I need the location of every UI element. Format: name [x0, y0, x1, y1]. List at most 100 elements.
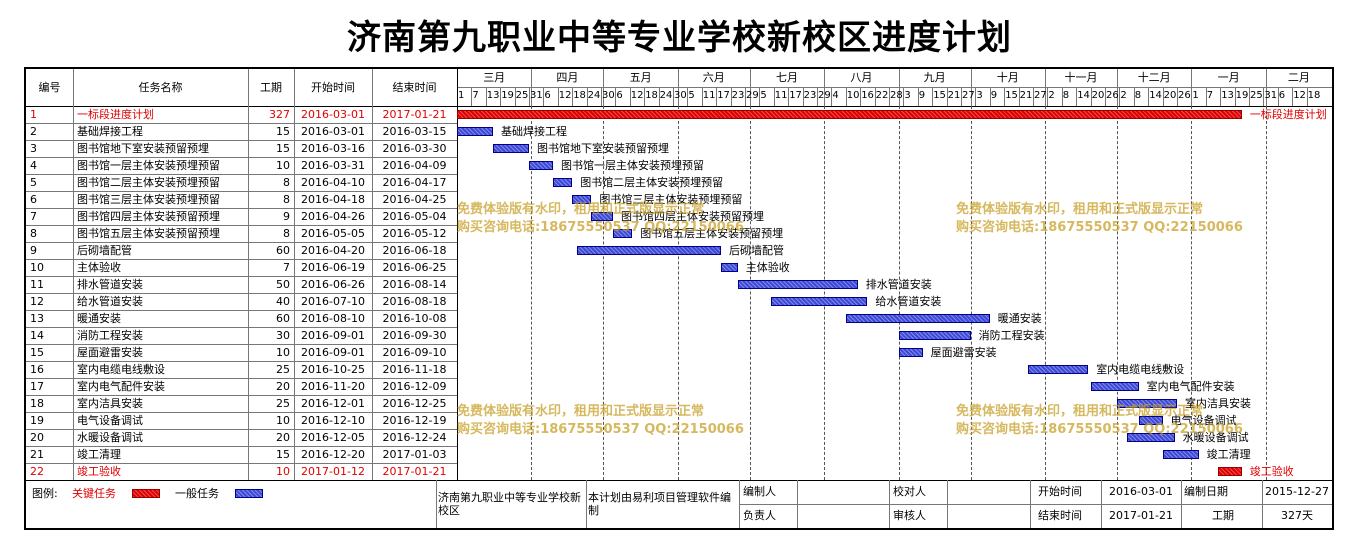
task-bar[interactable]	[591, 212, 613, 221]
task-bar[interactable]	[1138, 416, 1163, 425]
task-bar-label: 主体验收	[745, 261, 790, 274]
task-duration: 20	[276, 380, 290, 393]
day-label: 29	[818, 90, 831, 101]
day-label: 29	[746, 90, 759, 101]
day-label: 2	[1048, 90, 1055, 101]
task-name: 屋面避雷安装	[77, 346, 143, 359]
task-bar-label: 暖通安装	[997, 312, 1042, 325]
task-bar[interactable]	[493, 144, 529, 153]
task-start: 2016-07-10	[301, 295, 365, 308]
row-divider	[26, 276, 457, 277]
task-bar[interactable]	[1117, 399, 1177, 408]
task-bar-label: 室内电气配件安装	[1146, 380, 1235, 393]
day-label: 3	[904, 90, 911, 101]
day-label: 26	[1178, 90, 1191, 101]
day-divider	[802, 87, 804, 106]
task-bar[interactable]	[898, 348, 923, 357]
task-duration: 10	[276, 414, 290, 427]
month-label: 十月	[996, 71, 1019, 84]
day-divider	[1090, 87, 1092, 106]
task-name: 图书馆一层主体安装预埋预留	[77, 159, 220, 172]
day-label: 22	[875, 90, 889, 101]
task-bar[interactable]	[898, 331, 971, 340]
row-divider	[26, 157, 457, 158]
task-bar-label: 基础焊接工程	[501, 125, 567, 138]
task-bar[interactable]	[572, 195, 592, 204]
row-divider	[26, 208, 457, 209]
row-divider	[26, 242, 457, 243]
day-divider	[485, 87, 487, 106]
task-bar-label: 图书馆地下室安装预留预埋	[537, 142, 669, 155]
gantt-frame: 编号 任务名称 工期 开始时间 结束时间 三月 四月 五月 六月 七月 八月 九月 十月 十一月 十二月 一月…	[24, 67, 1334, 530]
task-id: 20	[30, 431, 44, 444]
task-bar[interactable]	[1217, 467, 1242, 476]
task-end: 2017-01-03	[382, 448, 447, 461]
legend-critical-label: 关键任务	[72, 487, 116, 500]
watermark-line1: 免费体验版有水印，租用和正式版显示正常	[457, 202, 705, 217]
day-divider	[500, 87, 502, 106]
task-id: 11	[30, 278, 44, 291]
task-start: 2016-12-20	[301, 448, 365, 461]
task-name: 基础焊接工程	[77, 125, 143, 138]
watermark-line2: 购买咨询电话:18675550537 QQ:22150066	[956, 220, 1243, 235]
day-divider	[716, 87, 718, 106]
watermark-line1: 免费体验版有水印，租用和正式版显示正常	[956, 404, 1204, 419]
day-divider	[788, 87, 790, 106]
task-bar[interactable]	[1090, 382, 1139, 391]
task-id: 5	[30, 176, 37, 189]
task-bar[interactable]	[1028, 365, 1089, 374]
task-duration: 15	[276, 125, 290, 138]
day-label: 15	[933, 90, 946, 101]
day-divider	[1133, 87, 1135, 106]
task-bar[interactable]	[457, 127, 493, 136]
task-bar[interactable]	[613, 229, 633, 238]
day-divider	[1234, 87, 1236, 106]
month-gridline	[970, 106, 972, 480]
task-end: 2016-03-15	[382, 125, 447, 138]
task-bar[interactable]	[1126, 433, 1175, 442]
task-bar[interactable]	[1162, 450, 1199, 459]
row-divider	[26, 344, 457, 345]
task-start: 2016-12-05	[301, 431, 365, 444]
task-name: 室内电气配件安装	[77, 380, 165, 393]
task-bar-label: 竣工验收	[1249, 465, 1294, 478]
task-bar[interactable]	[845, 314, 990, 323]
task-end: 2016-08-14	[382, 278, 447, 291]
task-start: 2016-03-16	[301, 142, 365, 155]
day-label: 8	[1062, 90, 1070, 101]
footer-reviewer-label: 审核人	[893, 509, 926, 522]
task-bar[interactable]	[577, 246, 721, 255]
month-gridline	[677, 106, 679, 480]
task-end: 2016-12-09	[382, 380, 447, 393]
row-divider	[26, 123, 457, 124]
task-bar[interactable]	[771, 297, 868, 306]
task-id: 17	[30, 380, 44, 393]
day-label: 4	[832, 90, 839, 101]
task-bar[interactable]	[529, 161, 553, 170]
day-label: 27	[962, 90, 975, 101]
month-gridline	[531, 106, 533, 480]
table-column-divider	[73, 69, 74, 480]
footer-end-label: 结束时间	[1038, 509, 1082, 522]
task-bar[interactable]	[737, 280, 858, 289]
page-title: 济南第九职业中等专业学校新校区进度计划	[347, 18, 1012, 58]
task-end: 2016-05-04	[382, 210, 447, 223]
month-gridline	[603, 106, 605, 480]
task-duration: 8	[283, 227, 290, 240]
task-id: 15	[30, 346, 44, 359]
watermark-line1: 免费体验版有水印，租用和正式版显示正常	[956, 202, 1204, 217]
header-name: 任务名称	[138, 81, 183, 94]
task-start: 2016-04-26	[301, 210, 365, 223]
task-bar[interactable]	[457, 110, 1242, 119]
day-divider	[1306, 87, 1308, 106]
task-bar[interactable]	[721, 263, 738, 272]
task-duration: 15	[276, 142, 290, 155]
task-bar-label: 图书馆二层主体安装预埋预留	[580, 176, 724, 189]
task-duration: 60	[276, 312, 290, 325]
month-gridline	[1265, 106, 1267, 480]
task-bar[interactable]	[553, 178, 573, 187]
task-bar-label: 竣工清理	[1206, 448, 1251, 461]
task-bar-label: 给水管道安装	[875, 295, 942, 308]
task-name: 水暖设备调试	[77, 431, 143, 444]
header-bottom-line	[26, 106, 1332, 107]
